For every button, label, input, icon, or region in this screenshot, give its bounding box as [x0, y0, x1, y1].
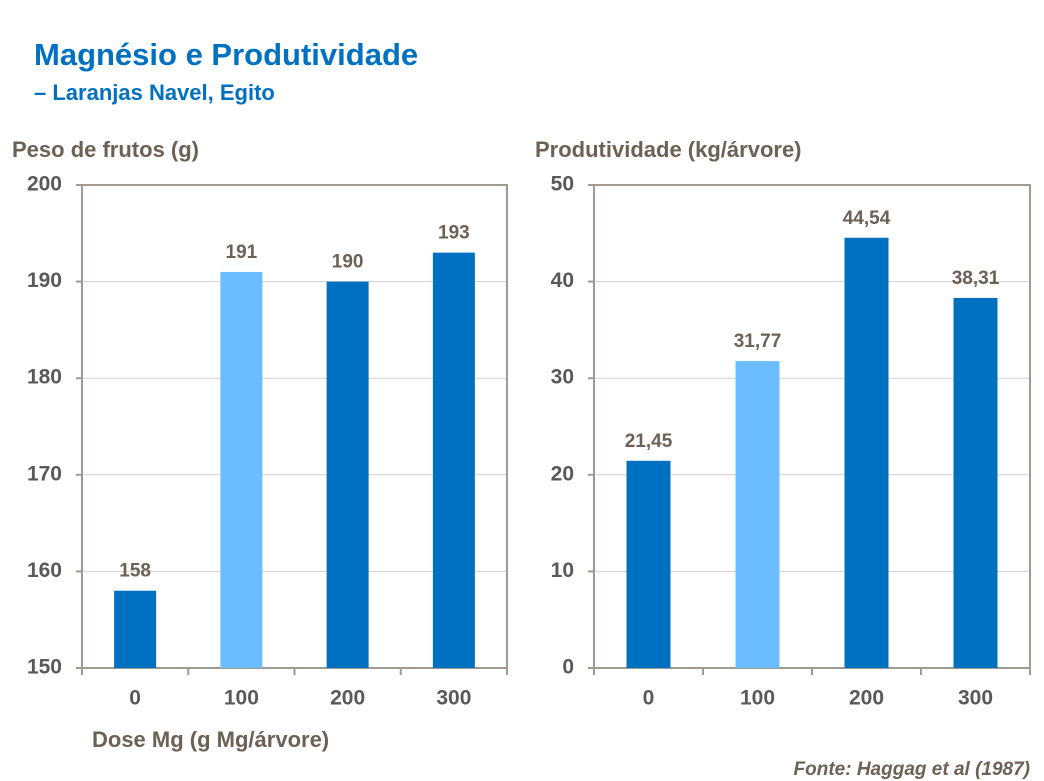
y-tick-label: 30 — [551, 366, 574, 389]
bar — [735, 361, 780, 668]
bar — [220, 271, 263, 668]
y-tick-label: 180 — [27, 366, 62, 389]
y-tick-label: 0 — [562, 656, 574, 679]
data-label: 193 — [438, 223, 470, 244]
bar — [844, 237, 889, 669]
data-label: 38,31 — [952, 268, 1000, 289]
y-axis-title: Peso de frutos (g) — [12, 137, 199, 162]
data-label: 44,54 — [843, 208, 891, 229]
slide-title: Magnésio e Produtividade — [34, 37, 418, 72]
y-tick-label: 200 — [27, 173, 62, 196]
y-tick-label: 160 — [27, 559, 62, 582]
x-tick-label: 100 — [224, 687, 259, 710]
y-tick-label: 10 — [551, 559, 574, 582]
data-label: 190 — [332, 252, 364, 273]
bar — [326, 281, 369, 668]
data-label: 158 — [119, 561, 151, 582]
bar — [626, 460, 671, 668]
x-axis-title: Dose Mg (g Mg/árvore) — [92, 727, 329, 752]
x-tick-label: 0 — [643, 687, 655, 710]
bar — [432, 252, 475, 668]
y-tick-label: 170 — [27, 462, 62, 485]
slide-subtitle: – Laranjas Navel, Egito — [34, 80, 275, 105]
x-tick-label: 200 — [330, 687, 365, 710]
y-axis-title: Produtividade (kg/árvore) — [535, 137, 802, 162]
y-tick-label: 20 — [551, 462, 574, 485]
y-tick-label: 50 — [551, 173, 574, 196]
data-label: 21,45 — [625, 431, 673, 452]
y-tick-label: 150 — [27, 656, 62, 679]
x-tick-label: 300 — [436, 687, 471, 710]
bar — [953, 297, 998, 668]
data-label: 31,77 — [734, 331, 782, 352]
x-tick-label: 200 — [849, 687, 884, 710]
x-tick-label: 0 — [129, 687, 141, 710]
x-tick-label: 300 — [958, 687, 993, 710]
bar — [114, 590, 157, 668]
y-tick-label: 40 — [551, 269, 574, 292]
source: Fonte: Haggag et al (1987) — [794, 759, 1031, 780]
data-label: 191 — [226, 242, 258, 263]
y-tick-label: 190 — [27, 269, 62, 292]
x-tick-label: 100 — [740, 687, 775, 710]
